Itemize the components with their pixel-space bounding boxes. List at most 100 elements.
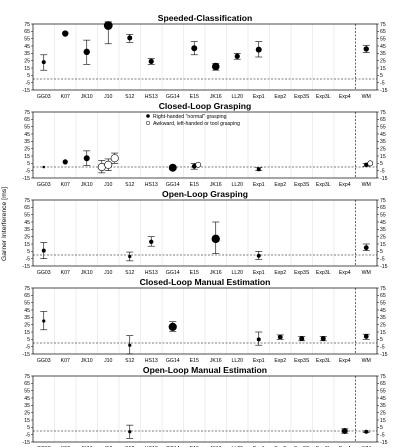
panel-title: Speeded-Classification [158, 13, 253, 23]
category-label: K07 [61, 182, 70, 188]
y-tick-label: 15 [24, 330, 30, 336]
data-point [364, 429, 369, 434]
category-label: Exp4 [339, 182, 351, 188]
y-tick-label: -5 [25, 432, 30, 438]
category-label: E15 [190, 94, 199, 100]
category-label: Exp2 [274, 94, 286, 100]
y-tick-label: 35 [24, 315, 30, 321]
y-tick-label: 55 [380, 388, 386, 394]
category-label: K07 [61, 270, 70, 276]
category-label: E15 [190, 358, 199, 364]
y-tick-label: 65 [380, 293, 386, 299]
data-point [148, 58, 154, 64]
y-tick-label: 25 [380, 146, 386, 152]
y-tick-label: 35 [24, 403, 30, 409]
category-label: LL20 [231, 358, 243, 364]
category-label: E15 [190, 182, 199, 188]
y-tick-label: -5 [380, 344, 385, 350]
data-point [256, 337, 261, 342]
category-label: Exp3S [294, 94, 310, 100]
category-label: J10 [104, 94, 112, 100]
plot-frame [32, 199, 378, 267]
y-tick-label: 5 [380, 249, 383, 255]
y-tick-label: 75 [380, 374, 386, 380]
category-label: Exp3S [294, 182, 310, 188]
y-tick-label: 35 [24, 51, 30, 57]
data-point [363, 334, 369, 339]
data-point [299, 336, 305, 342]
category-label: S12 [125, 94, 134, 100]
y-tick-label: -15 [380, 264, 388, 270]
category-label: Exp2 [274, 182, 286, 188]
category-label: E15 [190, 270, 199, 276]
y-tick-label: 45 [24, 44, 30, 50]
data-point [127, 35, 133, 41]
y-tick-label: -15 [380, 88, 388, 94]
y-axis-label: Garner Interference [ms] [1, 187, 8, 261]
data-point [320, 336, 326, 342]
legend-marker-filled [146, 114, 150, 118]
y-tick-label: 65 [24, 29, 30, 35]
y-tick-label: 55 [380, 36, 386, 42]
y-tick-label: 75 [380, 110, 386, 116]
y-tick-label: -15 [380, 176, 388, 182]
y-tick-label: 45 [24, 220, 30, 226]
y-tick-label: 65 [24, 293, 30, 299]
y-tick-label: 25 [24, 146, 30, 152]
y-tick-label: -15 [380, 352, 388, 358]
y-tick-label: 5 [380, 425, 383, 431]
category-label: HS13 [145, 94, 158, 100]
panel-0: Speeded-Classification-15 -15-5 -55 515 1525… [23, 13, 388, 100]
y-tick-label: 55 [24, 212, 30, 218]
category-label: JK16 [210, 182, 222, 188]
y-tick-label: 55 [24, 300, 30, 306]
data-point [62, 159, 68, 165]
y-tick-label: 75 [24, 374, 30, 380]
y-tick-label: 75 [24, 22, 30, 28]
category-label: Exp1 [253, 94, 265, 100]
y-tick-label: 25 [24, 234, 30, 240]
data-point [62, 30, 69, 37]
category-label: Exp3L [316, 358, 331, 364]
data-point [341, 428, 348, 434]
y-tick-label: 15 [24, 66, 30, 72]
category-label: LL20 [231, 270, 243, 276]
panel-title: Open-Loop Grasping [162, 189, 248, 199]
category-label: Exp1 [253, 358, 265, 364]
category-label: Exp3L [316, 182, 331, 188]
legend-label: Awkward, left-handed or tool grasping [153, 121, 240, 127]
y-tick-label: 65 [380, 381, 386, 387]
y-tick-label: 45 [24, 132, 30, 138]
data-point-open [195, 161, 202, 168]
y-tick-label: 15 [380, 418, 386, 424]
y-tick-label: -5 [380, 432, 385, 438]
y-tick-label: 65 [24, 381, 30, 387]
category-label: JK10 [81, 358, 93, 364]
category-label: J10 [104, 182, 112, 188]
legend-marker-open [145, 120, 151, 126]
y-tick-label: 25 [380, 322, 386, 328]
data-point [191, 45, 198, 52]
data-point [363, 245, 369, 251]
data-point [128, 254, 132, 259]
category-label: GG14 [166, 94, 180, 100]
y-tick-label: 35 [380, 403, 386, 409]
data-point [83, 155, 90, 162]
category-label: Exp3S [294, 270, 310, 276]
data-point [41, 248, 46, 253]
data-point [168, 163, 177, 172]
data-point [211, 62, 220, 71]
category-label: WM [362, 182, 371, 188]
y-tick-label: 55 [380, 124, 386, 130]
y-tick-label: 65 [24, 117, 30, 123]
category-label: J10 [104, 270, 112, 276]
plot-frame [32, 287, 378, 355]
category-label: GG14 [166, 358, 180, 364]
panel-title: Closed-Loop Grasping [159, 101, 252, 111]
y-tick-label: 15 [380, 66, 386, 72]
data-point-open [104, 160, 113, 169]
y-tick-label: 45 [380, 220, 386, 226]
